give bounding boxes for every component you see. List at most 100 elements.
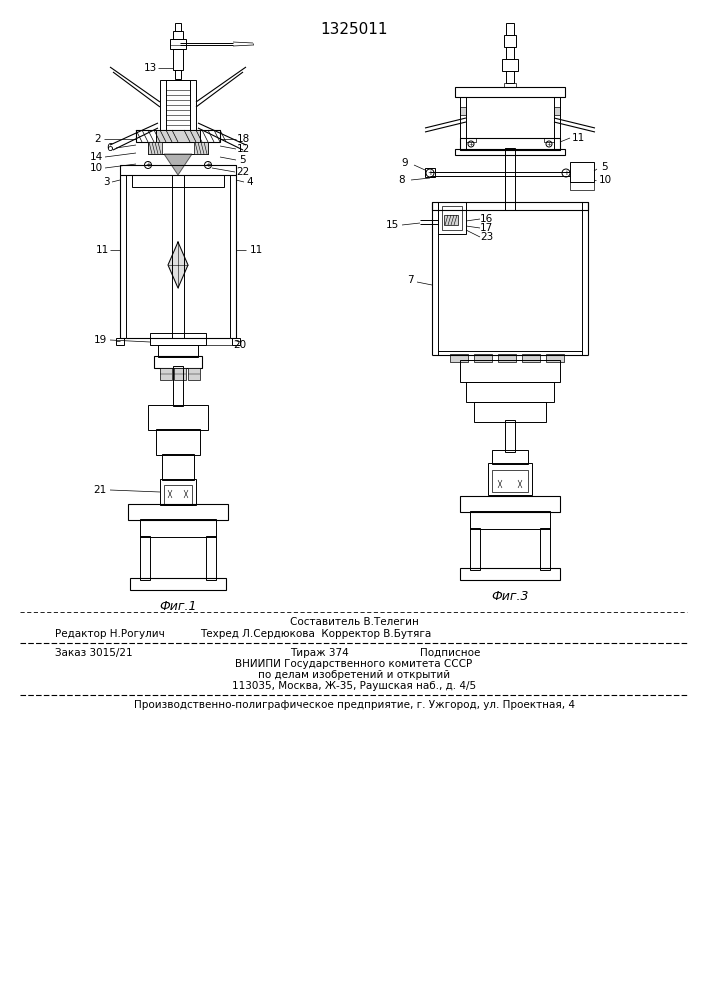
Bar [488, 463, 532, 495]
Bar [160, 479, 196, 505]
Bar [120, 165, 236, 175]
Bar [175, 70, 181, 79]
Bar [460, 496, 560, 512]
Bar [492, 470, 528, 492]
Text: 10: 10 [598, 175, 612, 185]
Bar [444, 215, 458, 225]
Text: 8: 8 [399, 175, 405, 185]
Text: 10: 10 [90, 163, 103, 173]
Bar [130, 578, 226, 590]
Bar [174, 368, 186, 380]
Bar [450, 354, 468, 362]
Bar [158, 345, 198, 357]
Text: 22: 22 [236, 167, 250, 177]
Text: 9: 9 [402, 158, 409, 168]
Bar [232, 338, 240, 345]
Text: 19: 19 [93, 335, 107, 345]
Bar [546, 354, 564, 362]
Bar [554, 107, 560, 115]
Text: Тираж 374: Тираж 374 [290, 648, 349, 658]
Bar [154, 356, 202, 368]
Bar [156, 429, 200, 455]
Bar [474, 354, 492, 362]
Text: 23: 23 [480, 232, 493, 242]
Text: 11: 11 [250, 245, 262, 255]
Bar [470, 511, 550, 529]
Bar [504, 83, 516, 87]
Bar [540, 528, 550, 570]
Bar [162, 454, 194, 480]
Bar [425, 168, 435, 177]
Bar [570, 182, 594, 190]
Bar [194, 142, 208, 154]
Bar [150, 333, 206, 345]
Bar [505, 148, 515, 210]
Text: 16: 16 [480, 214, 493, 224]
Bar [188, 368, 200, 380]
Bar [206, 536, 216, 580]
Bar [148, 405, 208, 430]
Bar [156, 130, 200, 142]
Bar [140, 519, 216, 537]
Bar [460, 568, 560, 580]
Text: 1325011: 1325011 [320, 22, 387, 37]
Text: +: + [427, 170, 433, 176]
Bar [498, 354, 516, 362]
Text: +: + [145, 162, 151, 168]
Bar [148, 142, 162, 154]
Text: 3: 3 [103, 177, 110, 187]
Bar [432, 202, 588, 210]
Text: Подписное: Подписное [420, 648, 480, 658]
Bar [438, 202, 466, 234]
Bar [455, 149, 565, 155]
Text: 12: 12 [236, 144, 250, 154]
Text: 13: 13 [144, 63, 157, 73]
Bar [175, 23, 181, 31]
Text: 21: 21 [93, 485, 107, 495]
Bar [570, 162, 594, 182]
Bar [173, 366, 183, 406]
Bar [460, 107, 466, 115]
Bar [136, 130, 220, 142]
Bar [504, 35, 516, 47]
Bar [173, 31, 183, 39]
Bar [455, 87, 565, 97]
Bar [506, 47, 514, 59]
Bar [160, 80, 196, 130]
Bar [166, 80, 190, 130]
Bar [492, 450, 528, 464]
Text: 20: 20 [233, 340, 247, 350]
Bar [140, 536, 150, 580]
Text: ВНИИПИ Государственного комитета СССР: ВНИИПИ Государственного комитета СССР [235, 659, 472, 669]
Text: Заказ 3015/21: Заказ 3015/21 [55, 648, 133, 658]
Bar [460, 360, 560, 382]
Text: Составитель В.Телегин: Составитель В.Телегин [290, 617, 419, 627]
Text: +: + [469, 141, 474, 146]
Bar [474, 402, 546, 422]
Bar [460, 138, 560, 150]
Text: 11: 11 [571, 133, 585, 143]
Text: Техред Л.Сердюкова  Корректор В.Бутяга: Техред Л.Сердюкова Корректор В.Бутяга [200, 629, 431, 639]
Polygon shape [164, 154, 192, 175]
Text: 18: 18 [236, 134, 250, 144]
Bar [470, 528, 480, 570]
Text: Редактор Н.Рогулич: Редактор Н.Рогулич [55, 629, 165, 639]
Bar [502, 59, 518, 71]
Bar [506, 71, 514, 83]
Text: по делам изобретений и открытий: по делам изобретений и открытий [258, 670, 450, 680]
Bar [506, 23, 514, 35]
Text: +: + [563, 170, 569, 176]
Text: 4: 4 [247, 177, 253, 187]
Text: 5: 5 [602, 162, 608, 172]
Text: 11: 11 [95, 245, 109, 255]
Bar [505, 420, 515, 452]
Bar [522, 354, 540, 362]
Bar [160, 368, 172, 380]
Text: Фиг.1: Фиг.1 [159, 600, 197, 613]
Text: 6: 6 [107, 143, 113, 153]
Bar [132, 175, 224, 187]
Text: 7: 7 [407, 275, 414, 285]
Text: 113035, Москва, Ж-35, Раушская наб., д. 4/5: 113035, Москва, Ж-35, Раушская наб., д. … [232, 681, 476, 691]
Text: 17: 17 [480, 223, 493, 233]
Bar [466, 138, 476, 142]
